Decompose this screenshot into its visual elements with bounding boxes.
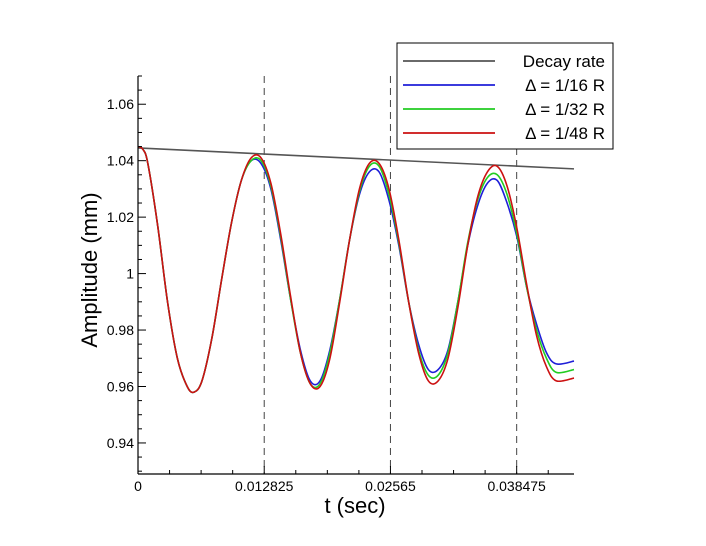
y-tick-label-6: 1.06: [107, 96, 134, 112]
y-tick-label-4: 1.02: [107, 209, 134, 225]
axes: [137, 76, 574, 475]
legend-label-3: Δ = 1/48 R: [525, 124, 605, 143]
x-tick-label-3: 0.038475: [487, 478, 546, 494]
y-axis-title: Amplitude (mm): [77, 192, 102, 347]
legend-label-1: Δ = 1/16 R: [525, 76, 605, 95]
x-tick-label-1: 0.012825: [235, 478, 294, 494]
y-tick-label-2: 0.98: [107, 322, 134, 338]
y-tick-label-3: 1: [126, 266, 134, 282]
series-line-1: [137, 145, 575, 394]
y-tick-label-5: 1.04: [107, 153, 134, 169]
ticks: 0.94 0.96 0.98 1 1.02 1.04 1.06 0 0.012825 0.0256…: [107, 75, 549, 494]
y-tick-label-1: 0.96: [107, 378, 134, 394]
legend-label-2: Δ = 1/32 R: [525, 100, 605, 119]
series-line-2: [137, 145, 575, 394]
series-line-3: [137, 145, 575, 394]
legend-label-0: Decay rate: [523, 52, 605, 71]
series-lines: [137, 145, 575, 394]
x-tick-label-2: 0.02565: [365, 478, 416, 494]
legend: Decay rate Δ = 1/16 R Δ = 1/32 R Δ = 1/48 R: [396, 42, 614, 150]
x-axis-title: t (sec): [324, 493, 385, 518]
y-tick-label-0: 0.94: [107, 435, 134, 451]
x-tick-label-0: 0: [134, 478, 142, 494]
series-line-0: [137, 147, 575, 170]
